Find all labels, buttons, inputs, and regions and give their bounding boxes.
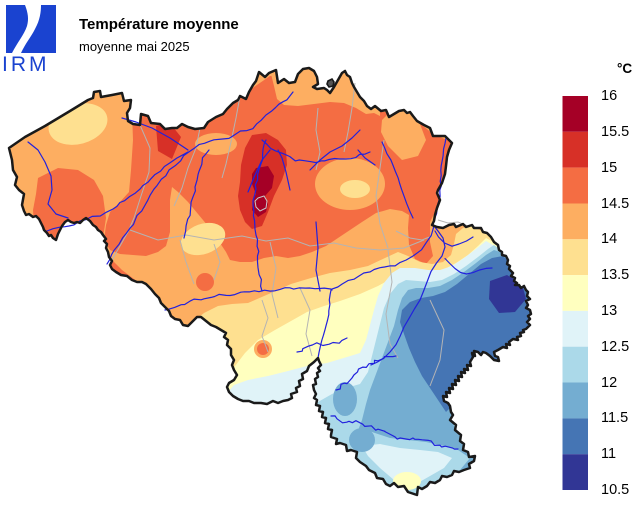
svg-text:°C: °C <box>617 61 632 76</box>
svg-text:15: 15 <box>601 160 617 176</box>
svg-text:16: 16 <box>601 88 617 104</box>
svg-text:12: 12 <box>601 375 617 391</box>
svg-text:14.5: 14.5 <box>601 196 629 212</box>
svg-text:11.5: 11.5 <box>601 410 628 426</box>
svg-text:10.5: 10.5 <box>601 482 629 498</box>
svg-text:13.5: 13.5 <box>601 267 629 283</box>
svg-text:14: 14 <box>601 231 617 247</box>
svg-text:Température moyenne: Température moyenne <box>79 16 239 33</box>
svg-text:15.5: 15.5 <box>601 124 629 140</box>
svg-text:IRM: IRM <box>2 53 50 76</box>
svg-text:12.5: 12.5 <box>601 339 629 355</box>
svg-text:moyenne mai 2025: moyenne mai 2025 <box>79 39 190 54</box>
svg-text:11: 11 <box>601 446 616 462</box>
svg-text:13: 13 <box>601 303 617 319</box>
